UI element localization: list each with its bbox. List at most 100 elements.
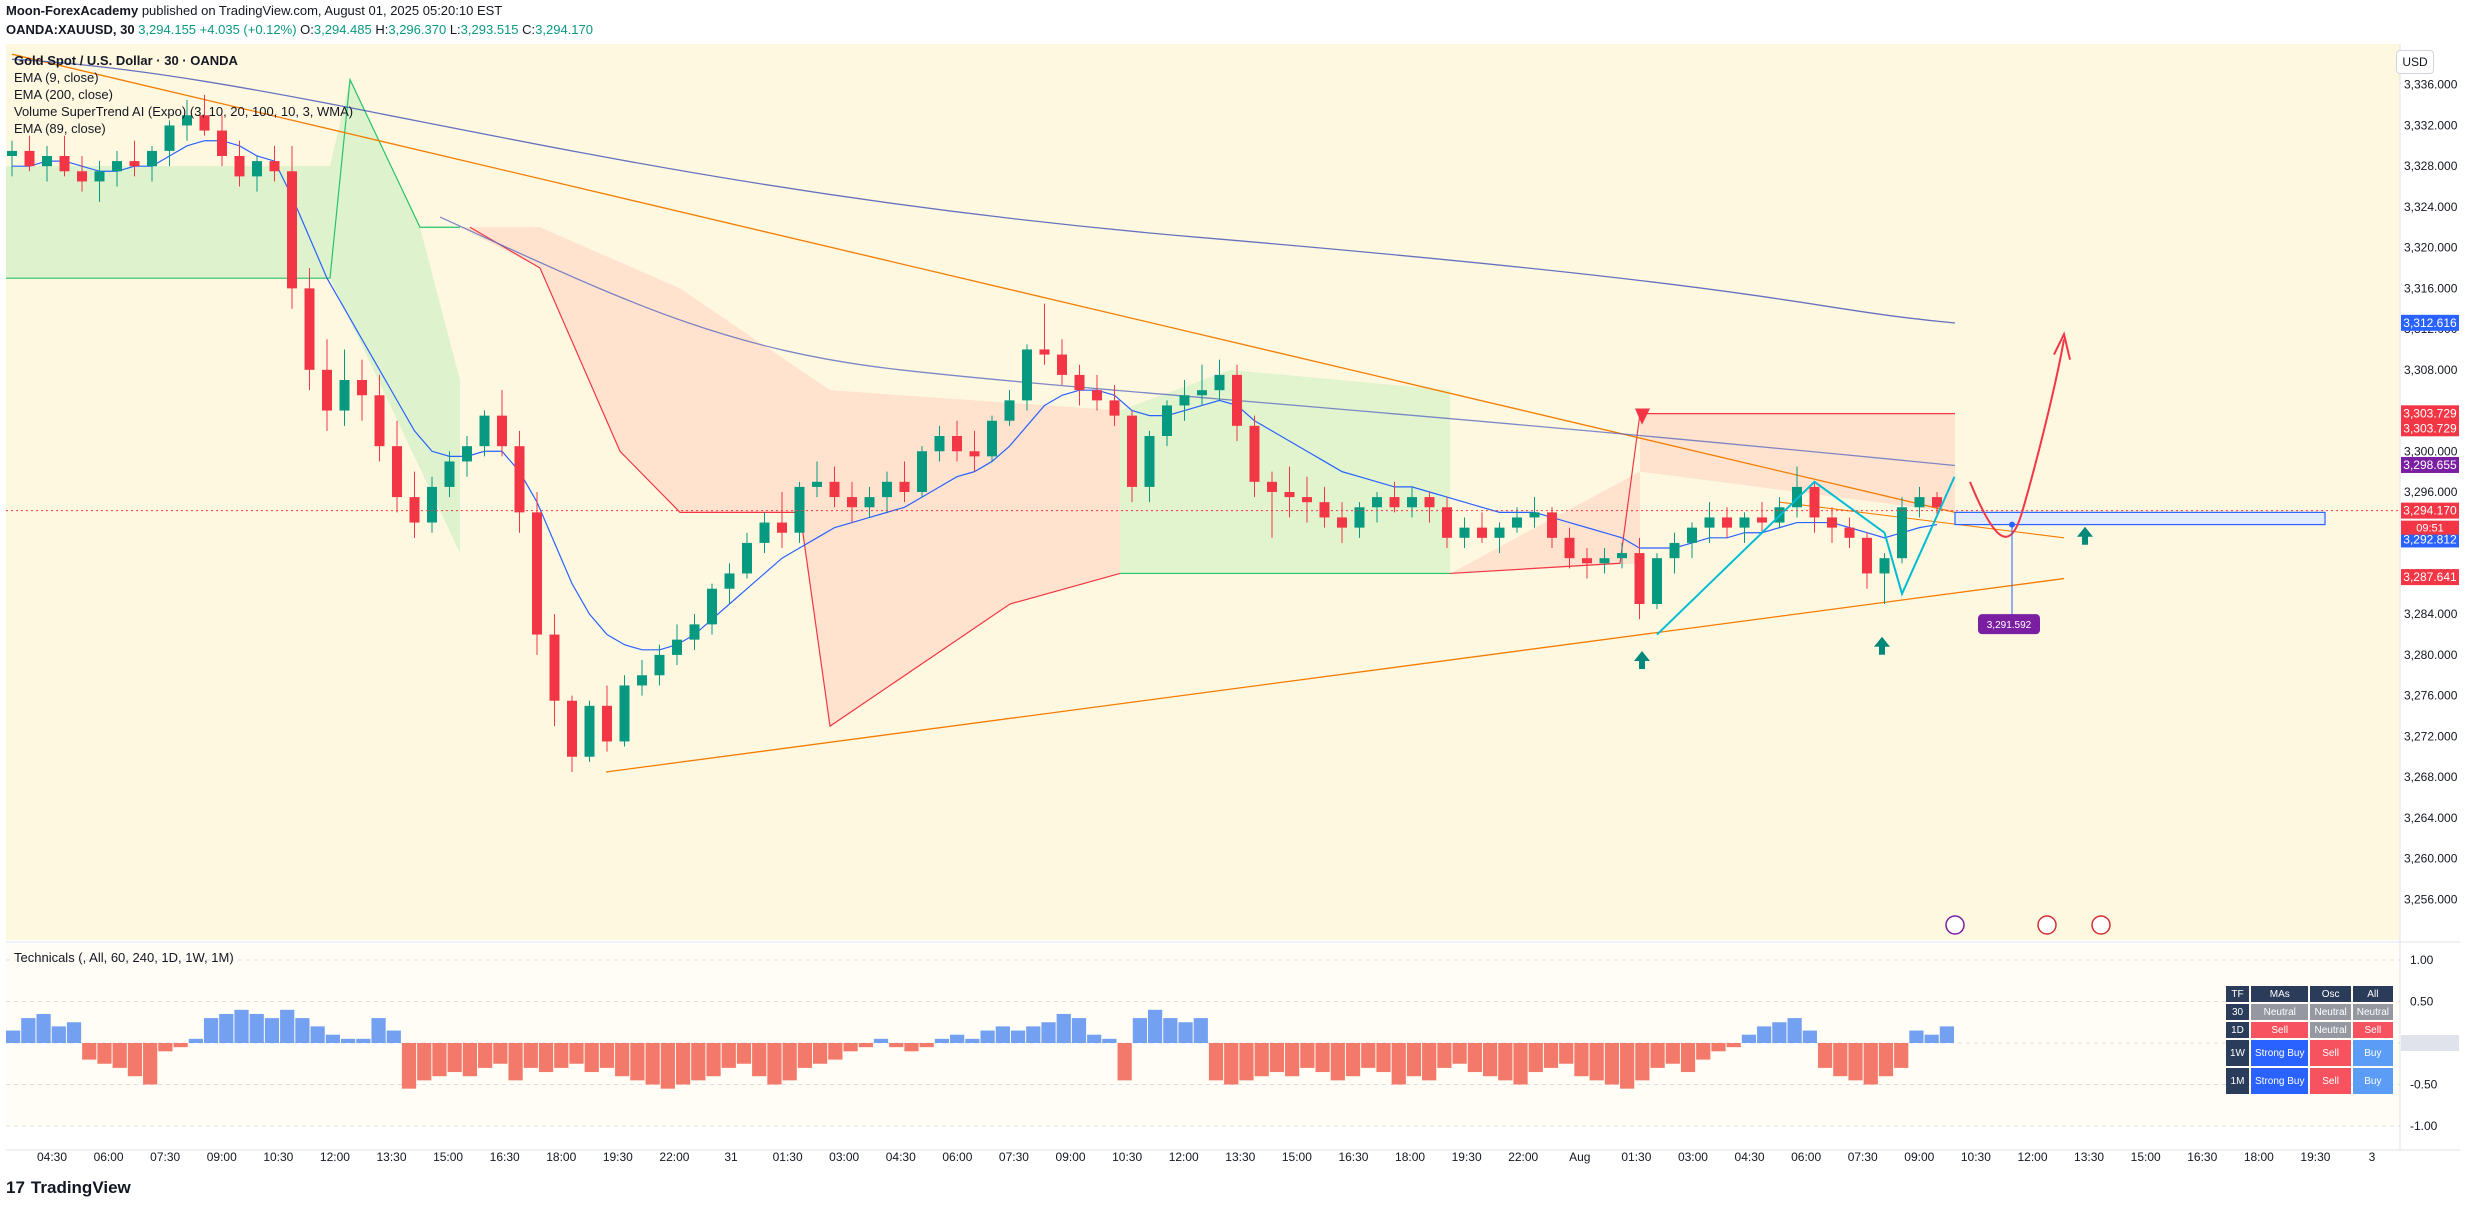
indicator-bar <box>158 1043 173 1052</box>
brand-name: TradingView <box>30 1178 131 1197</box>
indicator-bar <box>1422 1043 1437 1081</box>
x-tick-label: 10:30 <box>1961 1150 1991 1164</box>
indicator-legend: Gold Spot / U.S. Dollar · 30 · OANDA EMA… <box>14 52 353 137</box>
tech-tf: 1D <box>2226 1022 2249 1038</box>
candle-body <box>1267 481 1277 492</box>
x-tick-label: 04:30 <box>1735 1150 1765 1164</box>
legend-ema89[interactable]: EMA (89, close) <box>14 121 106 136</box>
sell-triangle-icon <box>1635 408 1650 425</box>
indicator-bar <box>1772 1022 1787 1043</box>
indicator-bar <box>1026 1026 1041 1043</box>
candle-body <box>1879 558 1890 574</box>
us-flag-icon <box>2037 915 2057 935</box>
indicator-bar <box>417 1043 432 1081</box>
tech-all: Sell <box>2352 1022 2393 1038</box>
candle-body <box>1739 517 1750 528</box>
candle-body <box>969 451 980 457</box>
indicator-bar <box>1635 1043 1650 1081</box>
technicals-legend[interactable]: Technicals (, All, 60, 240, 1D, 1W, 1M) <box>14 950 234 965</box>
indicator-bar <box>1650 1043 1665 1068</box>
candle-body <box>917 451 927 492</box>
candle-body <box>409 497 420 523</box>
tech-header-mas: MAs <box>2251 986 2309 1002</box>
indicator-bar <box>478 1043 493 1068</box>
candle-body <box>339 380 350 411</box>
tech-mas: Sell <box>2251 1022 2309 1038</box>
indicator-bar <box>1559 1043 1574 1064</box>
price-label-badge <box>2401 531 2459 548</box>
currency-selector[interactable]: USD <box>2396 50 2434 74</box>
indicator-bar <box>889 1043 904 1048</box>
indicator-bar <box>1482 1043 1498 1077</box>
supertrend-line-bear-2 <box>1449 413 1955 575</box>
indicator-bar <box>904 1043 919 1052</box>
price-label-badge <box>2401 502 2459 519</box>
indicator-bar <box>386 1030 401 1043</box>
candle-body <box>217 130 227 156</box>
y-tick-label: 3,324.000 <box>2404 200 2458 214</box>
tech-osc: Neutral <box>2310 1022 2351 1038</box>
y-tick-label: 3,276.000 <box>2404 689 2458 703</box>
indicator-bar <box>706 1043 721 1077</box>
publisher-name[interactable]: Moon-ForexAcademy <box>6 3 139 18</box>
projection-path <box>1969 339 2065 538</box>
y-tick-label: 3,308.000 <box>2404 363 2458 377</box>
us-flag-icon <box>2091 915 2111 935</box>
supertrend-bull-zone-2 <box>1120 369 1450 574</box>
indicator-bar <box>675 1043 691 1085</box>
candle-body <box>444 461 455 487</box>
x-tick-label: 15:00 <box>1282 1150 1312 1164</box>
target-badge <box>1978 614 2040 635</box>
indicator-bar <box>873 1038 889 1043</box>
candle-body <box>1337 517 1347 528</box>
candle-body <box>1932 497 1942 508</box>
indicator-bar <box>1178 1022 1193 1043</box>
tech-header-osc: Osc <box>2310 986 2351 1002</box>
y-tick-label: 3,328.000 <box>2404 159 2458 173</box>
y-tick-label: 3,316.000 <box>2404 281 2458 295</box>
ema89-line <box>439 216 1956 467</box>
legend-supertrend[interactable]: Volume SuperTrend AI (Expo) (3, 10, 20, … <box>14 104 354 119</box>
indicator-bar <box>1696 1043 1711 1060</box>
candle-body <box>1792 486 1802 508</box>
indicator-bar <box>1071 1018 1087 1043</box>
legend-title[interactable]: Gold Spot / U.S. Dollar · 30 · OANDA <box>14 53 238 68</box>
candle-body <box>1127 415 1137 487</box>
indicator-bar <box>1376 1043 1391 1073</box>
x-tick-label: 12:00 <box>2017 1150 2047 1164</box>
candle-body <box>147 150 157 167</box>
candle-body <box>777 522 787 533</box>
indicator-zero-badge <box>2401 1035 2459 1051</box>
x-tick-label: 09:00 <box>1056 1150 1086 1164</box>
legend-ema9[interactable]: EMA (9, close) <box>14 70 99 85</box>
candle-body <box>479 415 490 447</box>
candle-body <box>672 639 682 655</box>
symbol-label[interactable]: OANDA:XAUUSD, 30 <box>6 22 135 37</box>
legend-ema200[interactable]: EMA (200, close) <box>14 87 113 102</box>
tradingview-brand[interactable]: 17 TradingView <box>6 1178 131 1198</box>
indicator-bar <box>493 1043 508 1064</box>
tech-mas: Strong Buy <box>2251 1040 2309 1066</box>
indicator-bar <box>97 1043 112 1064</box>
candle-body <box>829 481 840 498</box>
x-tick-label: 22:00 <box>659 1150 689 1164</box>
pattern-zigzag <box>1656 476 1956 636</box>
indicator-bar <box>1193 1018 1208 1043</box>
indicator-bar <box>1787 1018 1802 1043</box>
candle-body <box>934 436 945 452</box>
candle-body <box>392 446 402 498</box>
candle-body <box>234 156 245 177</box>
price-label-text: 3,312.616 <box>2403 316 2457 330</box>
indicator-bar <box>1163 1018 1178 1043</box>
candle-body <box>899 481 910 492</box>
price-label-text: 3,294.170 <box>2403 504 2457 518</box>
candle-body <box>1862 537 1872 574</box>
x-tick-label: 10:30 <box>263 1150 293 1164</box>
candle-body <box>1232 374 1242 426</box>
indicator-bar <box>660 1043 675 1089</box>
x-tick-label: 3 <box>2369 1150 2376 1164</box>
candle-body <box>1442 507 1452 538</box>
tech-tf: 30 <box>2226 1004 2249 1020</box>
supertrend-line-bull <box>6 77 460 279</box>
